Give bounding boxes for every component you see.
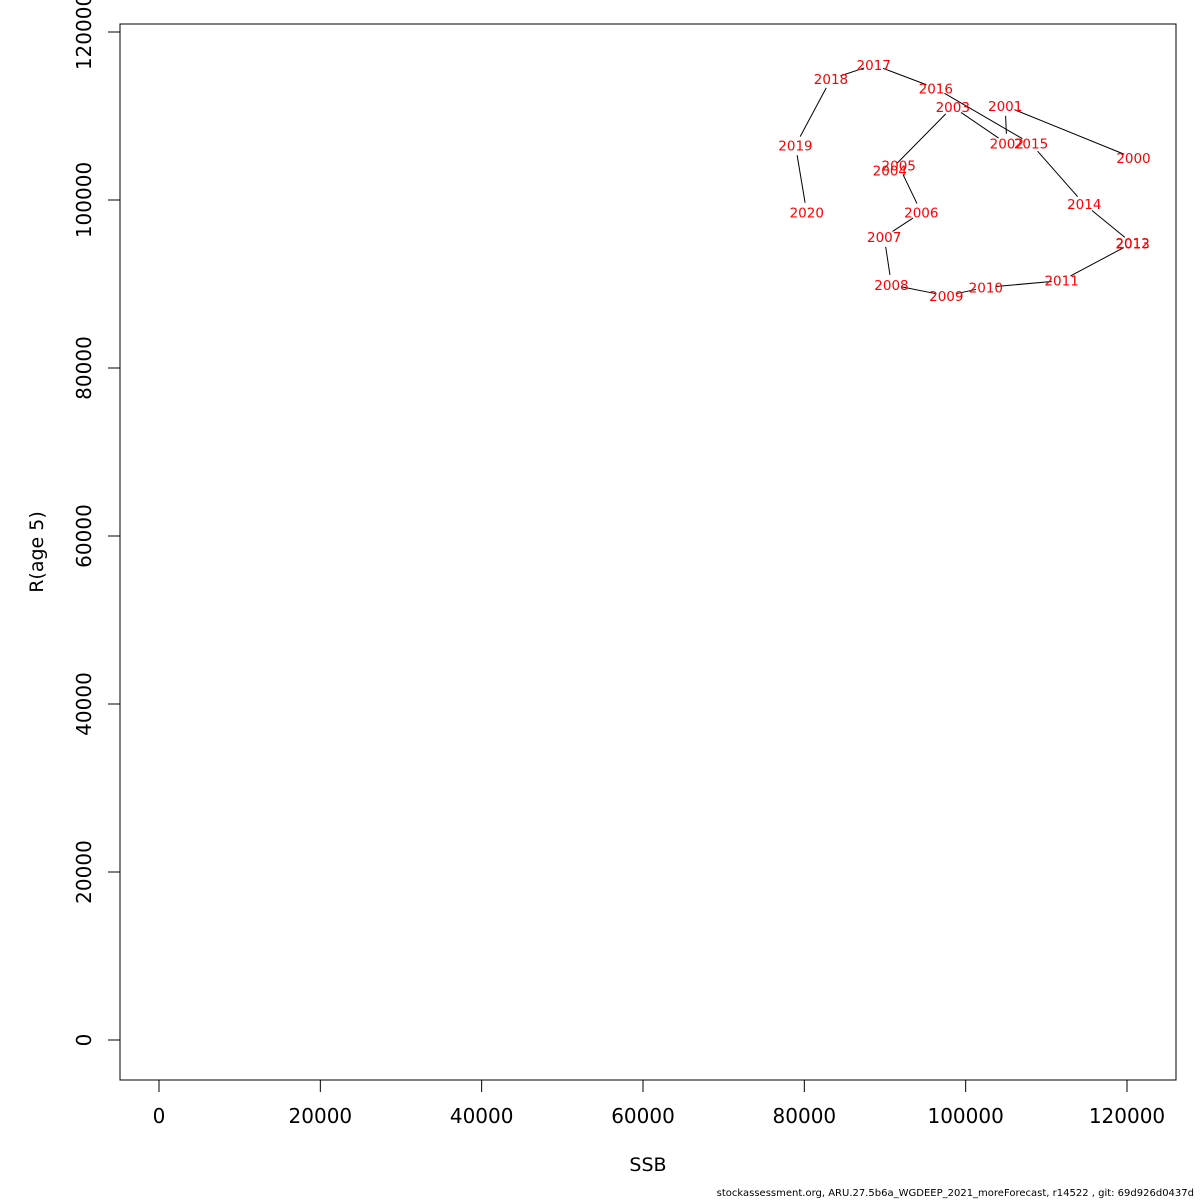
trajectory-segment	[796, 155, 806, 203]
year-label: 2017	[857, 58, 891, 74]
year-label: 2014	[1067, 197, 1101, 213]
x-axis: 0 20000 40000 60000 80000 100000 120000	[153, 1079, 1165, 1128]
trajectory-segment	[1014, 109, 1125, 155]
year-labels: 2000200120022003200420052006200720082009…	[778, 58, 1150, 305]
year-label: 2001	[988, 99, 1022, 115]
trajectory-segment	[882, 67, 927, 86]
trajectory-segment	[1091, 210, 1126, 238]
year-label: 2010	[969, 280, 1003, 296]
trajectory-segment	[902, 174, 918, 204]
trajectory-segment	[901, 286, 937, 295]
x-axis-title: SSB	[629, 1154, 666, 1176]
y-tick-label: 20000	[72, 840, 96, 904]
trajectory-segment	[892, 217, 914, 232]
plot-box	[119, 23, 1177, 1081]
year-label: 2004	[873, 164, 907, 180]
trajectory-segment	[944, 92, 1023, 140]
year-label: 2016	[919, 81, 953, 97]
year-label: 2002	[990, 137, 1024, 153]
trajectory-segment	[995, 281, 1052, 287]
y-axis: 0 20000 40000 60000 80000 100000 120000	[72, 0, 121, 1047]
year-label: 2008	[874, 278, 908, 294]
trajectory-segment	[896, 113, 947, 164]
year-label: 2015	[1014, 137, 1048, 153]
year-label: 2003	[936, 100, 970, 116]
x-tick-label: 0	[153, 1104, 166, 1128]
y-axis-title: R(age 5)	[26, 511, 48, 593]
y-tick-label: 120000	[72, 0, 96, 70]
year-label: 2012	[1115, 236, 1149, 252]
x-tick-label: 80000	[773, 1104, 837, 1128]
y-tick-label: 60000	[72, 504, 96, 568]
x-tick-label: 40000	[450, 1104, 514, 1128]
trajectory-segment	[1005, 115, 1007, 134]
trajectory-segment	[799, 87, 827, 137]
year-label: 2000	[1116, 151, 1150, 167]
trajectory-lines	[796, 67, 1126, 295]
year-label: 2018	[814, 72, 848, 88]
trajectory-segment	[840, 67, 865, 77]
year-label: 2007	[867, 230, 901, 246]
y-tick-label: 0	[72, 1034, 96, 1047]
y-tick-label: 100000	[72, 162, 96, 238]
trajectory-segment	[1070, 247, 1125, 277]
year-label: 2011	[1044, 274, 1078, 290]
y-tick-label: 80000	[72, 336, 96, 400]
trajectory-segment	[960, 111, 999, 139]
year-label: 2019	[778, 138, 812, 154]
x-tick-label: 60000	[611, 1104, 675, 1128]
y-tick-label: 40000	[72, 672, 96, 736]
year-label: 2013	[1115, 237, 1149, 253]
trajectory-segment	[1037, 150, 1079, 198]
year-label: 2006	[904, 206, 938, 222]
trajectory-segment	[955, 288, 977, 295]
trajectory-segment	[885, 246, 891, 276]
x-tick-label: 20000	[289, 1104, 353, 1128]
x-tick-label: 120000	[1089, 1104, 1165, 1128]
year-label: 2020	[790, 206, 824, 222]
x-tick-label: 100000	[927, 1104, 1003, 1128]
year-label: 2005	[882, 159, 916, 175]
year-label: 2009	[929, 289, 963, 305]
footer-caption: stockassessment.org, ARU.27.5b6a_WGDEEP_…	[716, 1188, 1194, 1199]
